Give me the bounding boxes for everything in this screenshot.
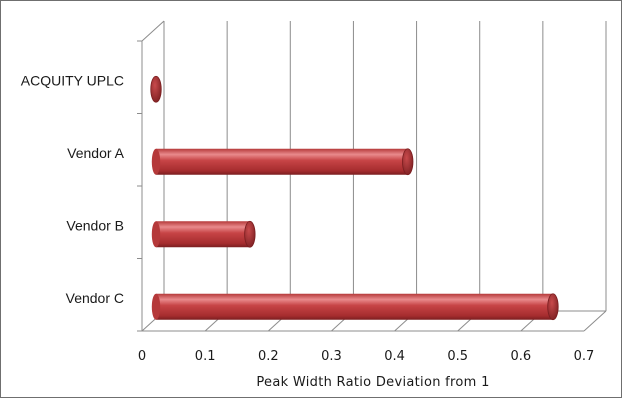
bar-start-cap [151, 293, 161, 320]
x-tick-label: 0.7 [574, 349, 595, 364]
y-category-label: Vendor B [66, 217, 124, 233]
bar [151, 220, 256, 248]
bar [150, 75, 162, 103]
bar-start-cap [151, 148, 161, 175]
x-tick-label: 0.3 [321, 349, 342, 364]
y-category-label: ACQUITY UPLC [21, 72, 124, 88]
y-category-label: Vendor C [66, 290, 124, 306]
bar-end-cap [402, 148, 414, 176]
floor-gridline-7 [583, 310, 607, 332]
labels: 0 0.1 0.2 0.3 0.4 0.5 0.6 0.7 ACQUITY UPLC Vendor… [21, 72, 595, 364]
bars [150, 75, 559, 321]
y-category-label: Vendor A [67, 145, 124, 161]
bar-body [156, 293, 553, 320]
x-tick-label: 0 [138, 349, 146, 364]
bar [151, 293, 559, 321]
x-tick-label: 0.4 [384, 349, 405, 364]
x-tick-label: 0.1 [195, 349, 216, 364]
bar-end-cap [547, 293, 559, 321]
bar-end-cap [150, 75, 162, 103]
x-tick-label: 0.2 [258, 349, 279, 364]
bar-start-cap [151, 221, 161, 248]
x-axis-title: Peak Width Ratio Deviation from 1 [256, 375, 489, 390]
side-wall-top-edge [141, 20, 165, 42]
bar-body [156, 221, 250, 248]
x-tick-label: 0.6 [511, 349, 532, 364]
grid-lines [137, 20, 607, 332]
bar [151, 148, 414, 176]
x-tick-label: 0.5 [447, 349, 468, 364]
bar-body [156, 148, 408, 175]
bar-end-cap [244, 220, 256, 248]
